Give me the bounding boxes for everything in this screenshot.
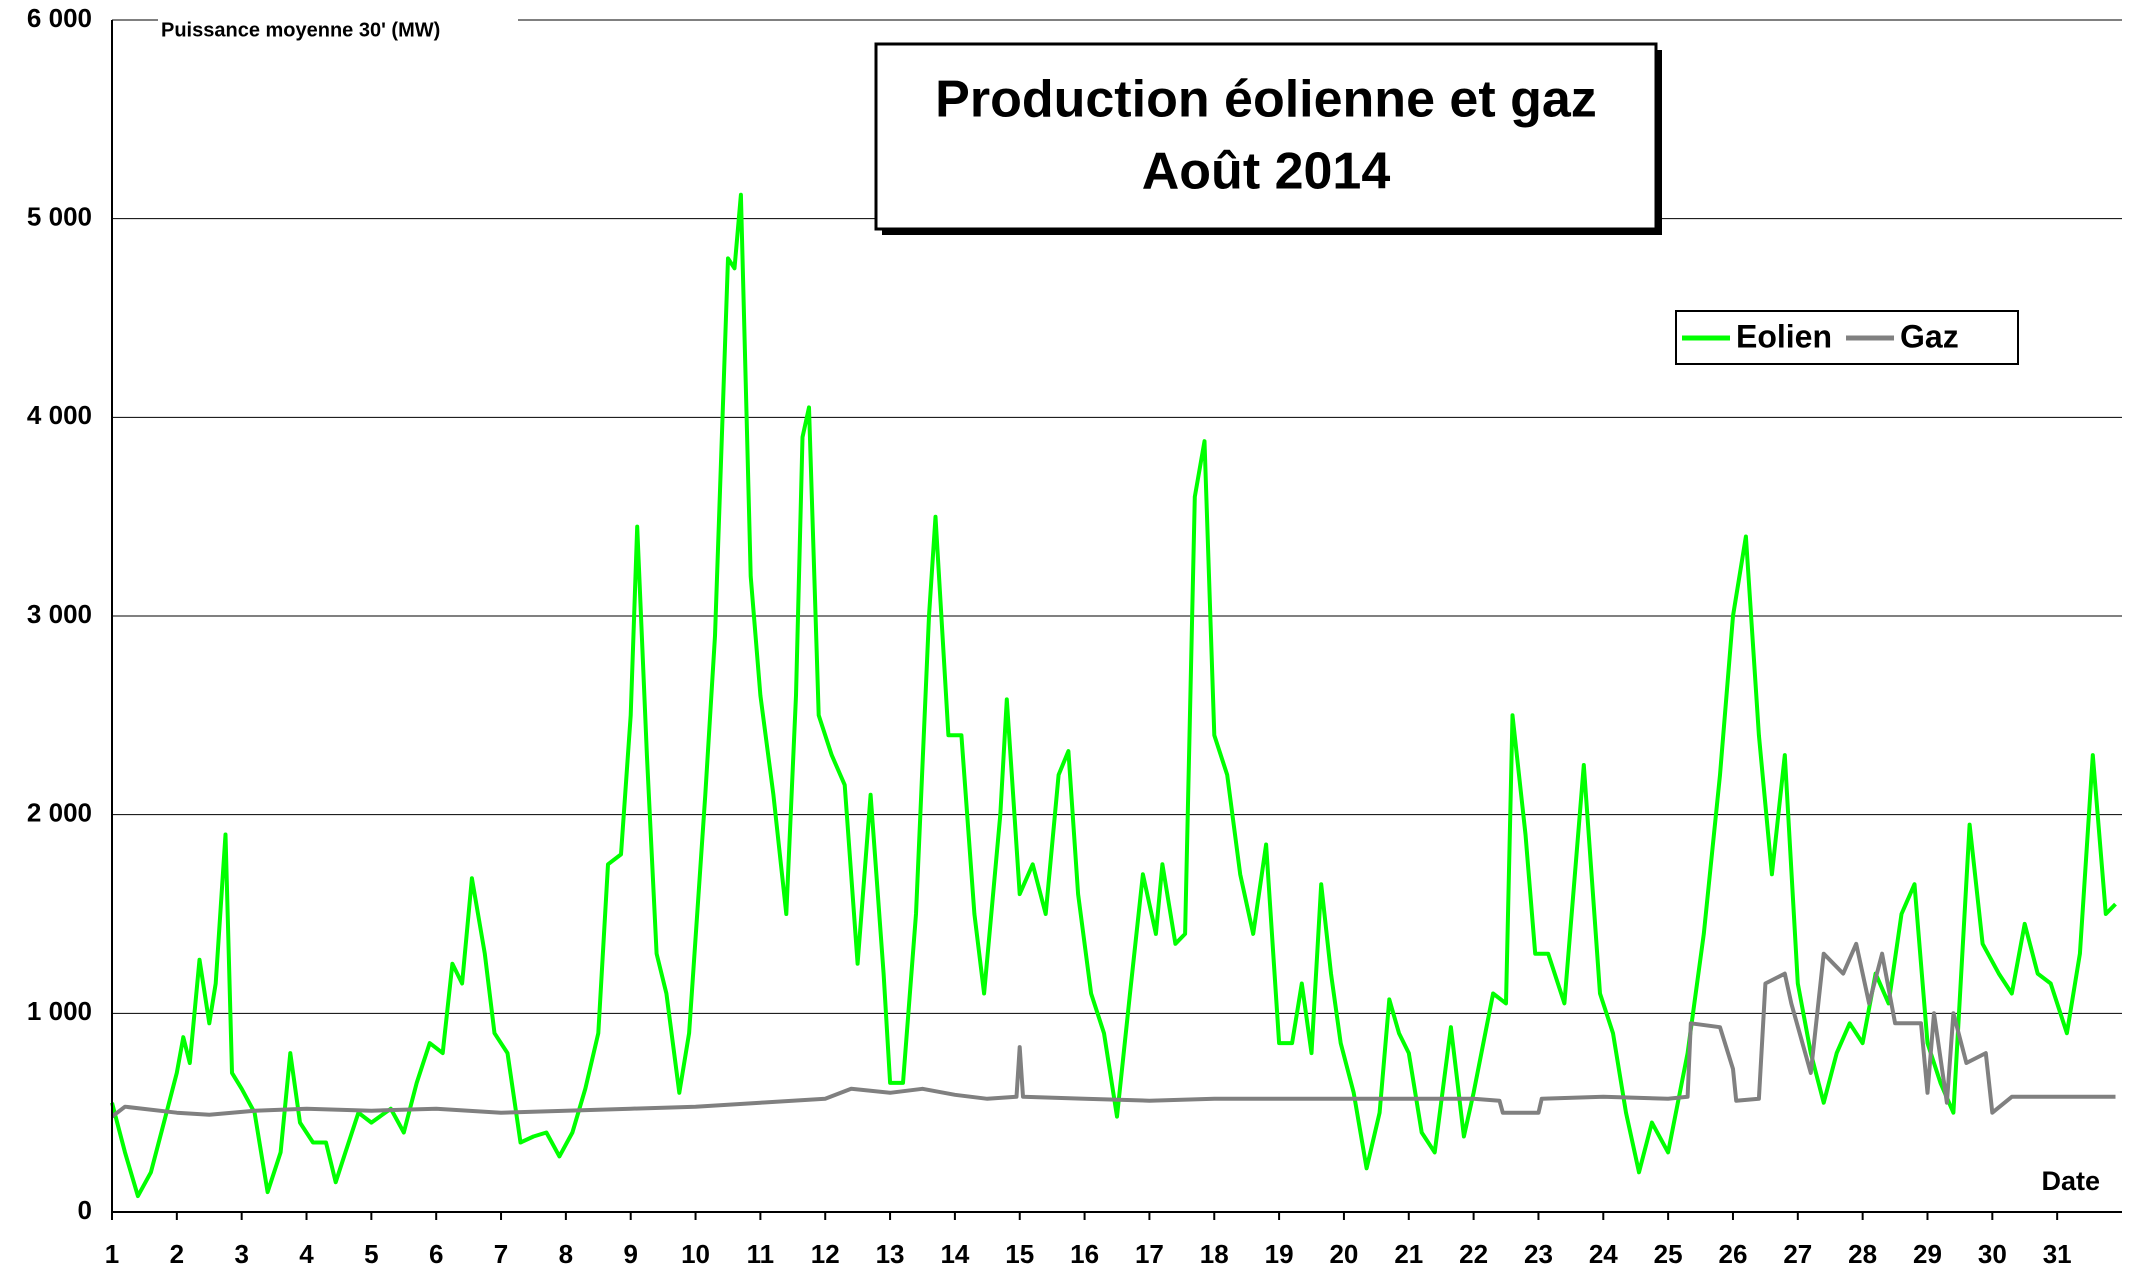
y-tick-label: 0: [78, 1195, 92, 1225]
x-tick-label: 9: [623, 1239, 637, 1269]
legend: Eolien Gaz: [1675, 310, 2019, 365]
y-tick-label: 2 000: [27, 798, 92, 828]
x-tick-label: 2: [170, 1239, 184, 1269]
x-tick-label: 22: [1459, 1239, 1488, 1269]
x-tick-label: 7: [494, 1239, 508, 1269]
x-tick-label: 11: [747, 1239, 775, 1269]
x-tick-label: 30: [1978, 1239, 2007, 1269]
x-tick-label: 15: [1005, 1239, 1034, 1269]
x-tick-label: 28: [1848, 1239, 1877, 1269]
x-tick-label: 6: [429, 1239, 443, 1269]
x-tick-label: 16: [1070, 1239, 1099, 1269]
x-tick-label: 25: [1654, 1239, 1683, 1269]
x-tick-label: 19: [1265, 1239, 1294, 1269]
x-tick-label: 29: [1913, 1239, 1942, 1269]
series-line: [110, 941, 2116, 1119]
x-tick-label: 12: [811, 1239, 840, 1269]
x-tick-label: 10: [681, 1239, 710, 1269]
legend-label: Gaz: [1900, 318, 1959, 354]
chart-subtitle: Août 2014: [1142, 143, 1391, 201]
x-tick-label: 14: [940, 1239, 969, 1269]
x-tick-label: 17: [1135, 1239, 1164, 1269]
x-tick-label: 4: [299, 1239, 314, 1269]
legend-label: Eolien: [1736, 318, 1832, 354]
y-tick-label: 1 000: [27, 996, 92, 1026]
x-tick-label: 18: [1200, 1239, 1229, 1269]
y-tick-label: 4 000: [27, 400, 92, 430]
x-tick-label: 8: [559, 1239, 573, 1269]
x-tick-label: 21: [1394, 1239, 1423, 1269]
x-tick-label: 26: [1719, 1239, 1748, 1269]
x-tick-label: 27: [1783, 1239, 1812, 1269]
series-line: [110, 192, 2117, 1199]
x-tick-label: 31: [2043, 1239, 2072, 1269]
x-tick-label: 23: [1524, 1239, 1553, 1269]
x-tick-label: 1: [105, 1239, 119, 1269]
y-tick-label: 6 000: [27, 3, 92, 33]
y-tick-label: 5 000: [27, 202, 92, 232]
x-tick-label: 5: [364, 1239, 378, 1269]
x-tick-label: 20: [1329, 1239, 1358, 1269]
chart-title: Production éolienne et gaz: [935, 71, 1597, 129]
title-box: [874, 42, 1658, 231]
y-label-bg: [158, 18, 518, 44]
y-axis-label: Puissance moyenne 30' (MW): [161, 19, 440, 41]
x-tick-label: 3: [234, 1239, 248, 1269]
x-axis-label: Date: [2041, 1166, 2100, 1196]
y-tick-label: 3 000: [27, 599, 92, 629]
lines: [110, 192, 2117, 1199]
x-tick-label: 13: [876, 1239, 905, 1269]
x-tick-label: 24: [1589, 1239, 1618, 1269]
